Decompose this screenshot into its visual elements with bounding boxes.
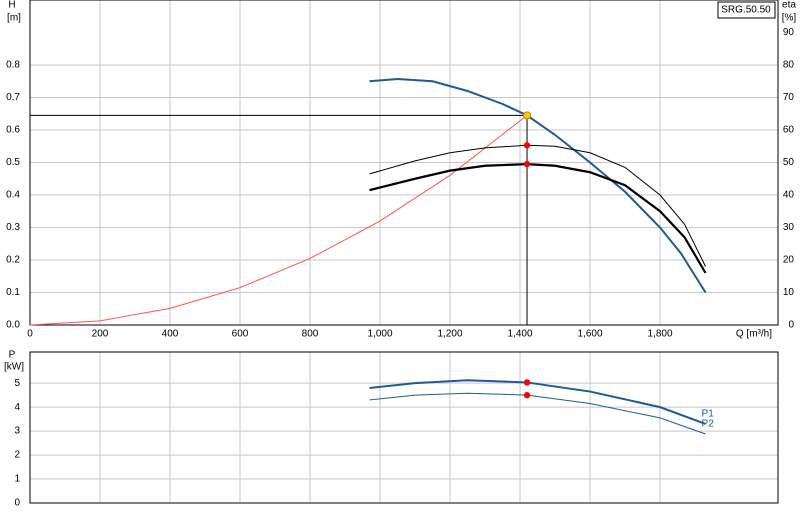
y-tick-label: 0.0 bbox=[6, 320, 20, 331]
y2-tick-label: 50 bbox=[783, 157, 795, 168]
y2-tick-label: 30 bbox=[783, 222, 795, 233]
operating-point bbox=[523, 111, 532, 120]
y-label: H bbox=[8, 0, 15, 11]
plot-frame bbox=[29, 0, 779, 326]
series-label: P2 bbox=[702, 419, 715, 430]
y-tick-label: 4 bbox=[14, 402, 20, 413]
title-box bbox=[717, 1, 776, 19]
y2-tick-label: 10 bbox=[783, 287, 795, 298]
x-tick-label: 200 bbox=[92, 329, 109, 340]
x-tick-label: 800 bbox=[302, 329, 319, 340]
y2-tick-label: 20 bbox=[783, 255, 795, 266]
y-tick-label: 0 bbox=[14, 498, 20, 509]
x-tick-label: 400 bbox=[162, 329, 179, 340]
y-tick-label: 0.7 bbox=[6, 92, 20, 103]
duty-point bbox=[523, 379, 531, 386]
y2-tick-label: 80 bbox=[783, 60, 795, 71]
curve bbox=[369, 77, 707, 294]
y2-tick-label: 60 bbox=[783, 125, 795, 136]
chart-title: SRG.50.50 bbox=[721, 5, 771, 16]
curve bbox=[369, 392, 706, 435]
y-tick-label: 5 bbox=[14, 378, 20, 389]
duty-point bbox=[523, 142, 531, 149]
curve bbox=[29, 114, 528, 326]
x-tick-label: 1,400 bbox=[508, 329, 533, 340]
x-tick-label: 1,600 bbox=[578, 329, 603, 340]
y-tick-label: 0.3 bbox=[6, 222, 20, 233]
y2-tick-label: 90 bbox=[783, 27, 795, 38]
x-tick-label: 0 bbox=[27, 329, 33, 340]
y-tick-label: 0.6 bbox=[6, 125, 20, 136]
y2-label: eta bbox=[782, 0, 796, 11]
y-tick-label: 3 bbox=[14, 426, 20, 437]
y-unit: [kW] bbox=[4, 362, 24, 373]
y-tick-label: 2 bbox=[14, 450, 20, 461]
y2-tick-label: 0 bbox=[788, 320, 794, 331]
y-tick-label: 0.1 bbox=[6, 287, 20, 298]
x-label: Q [m³/h] bbox=[736, 329, 772, 340]
y-label: P bbox=[9, 350, 16, 361]
duty-point bbox=[523, 160, 531, 168]
curve bbox=[369, 144, 706, 267]
y-tick-label: 1 bbox=[14, 474, 20, 485]
x-tick-label: 600 bbox=[232, 329, 249, 340]
y-tick-label: 0.8 bbox=[6, 60, 20, 71]
x-tick-label: 1,200 bbox=[438, 329, 463, 340]
y-unit: [m] bbox=[7, 13, 21, 24]
duty-point bbox=[523, 391, 531, 399]
x-tick-label: 1,000 bbox=[368, 329, 393, 340]
y2-tick-label: 40 bbox=[783, 190, 795, 201]
series-label: P1 bbox=[702, 409, 715, 420]
plot-frame bbox=[29, 351, 779, 504]
y2-tick-label: 70 bbox=[783, 92, 795, 103]
y-tick-label: 0.2 bbox=[6, 255, 20, 266]
y2-unit: [%] bbox=[782, 13, 797, 24]
curve bbox=[369, 163, 707, 274]
y-tick-label: 0.5 bbox=[6, 157, 20, 168]
y-tick-label: 0.4 bbox=[6, 190, 20, 201]
x-tick-label: 1,800 bbox=[648, 329, 673, 340]
